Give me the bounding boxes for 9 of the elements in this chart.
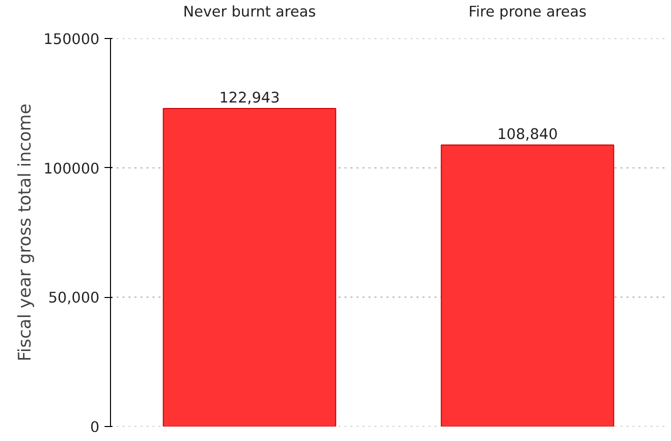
y-tick-label: 100000 (44, 160, 100, 178)
x-tick-label: Fire prone areas (468, 4, 587, 20)
y-axis-title: Fiscal year gross total income (16, 104, 36, 362)
data-label: 108,840 (497, 126, 558, 143)
x-tick-label: Never burnt areas (183, 4, 316, 20)
data-label: 122,943 (219, 89, 280, 106)
y-tick-label: 0 (90, 419, 100, 436)
y-tick-label: 150000 (44, 31, 100, 48)
y-tick-label: 50,000 (48, 290, 100, 307)
